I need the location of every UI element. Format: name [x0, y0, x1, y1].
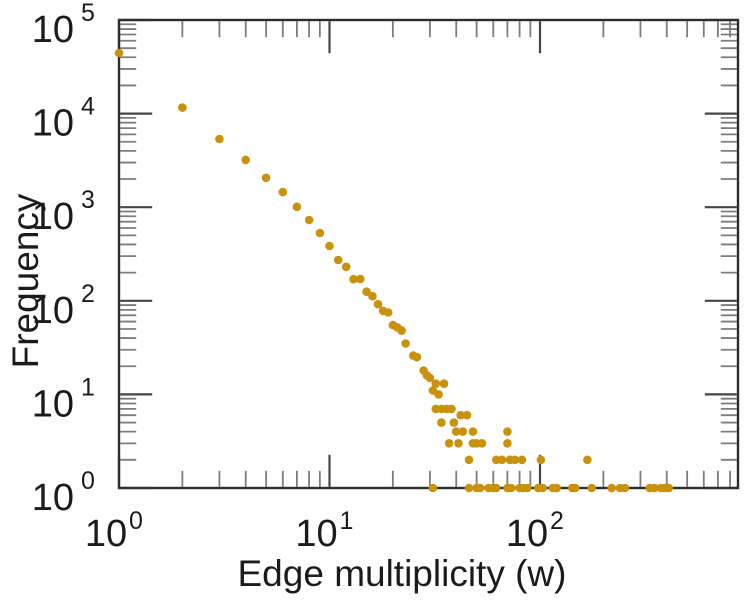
data-point	[412, 352, 422, 362]
data-point	[215, 134, 224, 144]
y-tick-exponent: 5	[81, 0, 95, 27]
data-point	[477, 439, 487, 448]
data-point	[241, 155, 250, 165]
data-point	[368, 291, 377, 301]
data-point	[456, 410, 466, 420]
data-point	[437, 418, 446, 427]
data-point	[475, 483, 485, 493]
data-point	[583, 455, 592, 465]
data-point	[349, 274, 358, 284]
x-tick-exponent: 1	[340, 507, 354, 535]
y-tick-exponent: 0	[81, 467, 95, 495]
data-point	[178, 103, 187, 112]
y-tick-label: 10	[32, 383, 74, 425]
data-point	[620, 483, 630, 493]
y-axis-title: Frequency	[5, 193, 46, 368]
data-point	[503, 427, 512, 436]
data-point	[439, 379, 449, 389]
frame-rect	[117, 18, 740, 490]
data-point	[373, 299, 383, 309]
data-point	[333, 255, 343, 265]
y-tick-label: 10	[32, 196, 74, 238]
data-point	[315, 228, 325, 238]
data-point	[458, 427, 468, 436]
data-point	[304, 215, 314, 225]
data-point	[497, 455, 507, 465]
data-point	[444, 439, 454, 448]
data-point	[449, 418, 459, 427]
data-point	[607, 483, 616, 493]
y-tick-exponent: 2	[81, 280, 95, 308]
y-tick-exponent: 3	[81, 186, 95, 214]
data-point	[523, 483, 532, 493]
data-point	[261, 173, 271, 183]
y-tick-label: 10	[32, 103, 74, 145]
data-point	[517, 455, 527, 465]
y-tick-label: 10	[32, 9, 74, 51]
data-point	[503, 439, 512, 448]
plot-frame	[117, 18, 740, 490]
data-point	[570, 483, 580, 493]
data-point	[462, 410, 472, 420]
data-point	[362, 287, 371, 297]
data-point	[431, 379, 441, 389]
data-point	[341, 262, 351, 272]
data-point	[468, 427, 478, 436]
major-ticks	[117, 18, 737, 490]
x-tick-label: 10	[506, 513, 548, 555]
data-point	[356, 274, 365, 284]
x-tick-label: 10	[295, 513, 337, 555]
y-tick-exponent: 4	[81, 93, 95, 121]
data-point	[114, 48, 124, 58]
data-point	[587, 483, 596, 493]
data-point	[292, 202, 302, 212]
data-point	[510, 455, 520, 465]
data-point	[428, 483, 438, 493]
data-point	[464, 455, 474, 465]
data-points	[114, 48, 674, 493]
data-point	[492, 483, 501, 493]
x-tick-label: 10	[85, 513, 127, 555]
data-point	[464, 483, 474, 493]
data-point	[383, 308, 393, 317]
data-point	[425, 373, 435, 383]
data-point	[451, 427, 461, 436]
minor-ticks	[120, 21, 737, 487]
data-point	[401, 339, 410, 348]
data-point	[506, 483, 516, 493]
data-point	[447, 404, 456, 414]
data-point	[650, 483, 659, 493]
data-point	[538, 483, 547, 493]
data-point	[278, 187, 288, 197]
data-point	[536, 455, 546, 465]
data-point	[434, 390, 443, 399]
x-tick-exponent: 2	[550, 507, 564, 535]
x-tick-exponent: 0	[129, 507, 143, 535]
data-point	[552, 483, 561, 493]
data-point	[325, 241, 334, 251]
data-point	[664, 483, 674, 493]
y-tick-exponent: 1	[81, 373, 95, 401]
y-tick-label: 10	[32, 290, 74, 332]
data-point	[454, 439, 463, 448]
data-point	[397, 326, 406, 335]
y-tick-label: 10	[32, 477, 74, 519]
tick-labels: 10 0 10 1 10 210 010 110 210 310 410 5	[32, 0, 564, 555]
x-axis-title: Edge multiplicity (w)	[238, 553, 567, 594]
